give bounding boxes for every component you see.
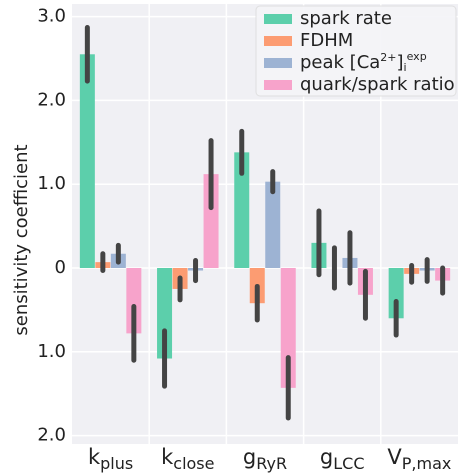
bar <box>79 54 95 269</box>
legend-swatch <box>264 58 292 68</box>
bar <box>203 174 219 268</box>
x-tick-label-sub: close <box>173 454 214 473</box>
y-axis-label: sensitivity coefficient <box>11 144 32 335</box>
legend-label: peak [Ca2+]iexp <box>300 50 427 74</box>
x-tick-label: VP,max <box>387 445 451 473</box>
bar <box>265 181 281 268</box>
legend-label: quark/spark ratio <box>300 74 455 95</box>
legend-label-sup: 2+ <box>380 51 396 64</box>
y-tick-label: 3.0 <box>37 6 66 27</box>
y-tick-label: 2.0 <box>37 425 66 446</box>
x-tick-label-sub: P,max <box>402 454 452 473</box>
legend-swatch <box>264 36 292 46</box>
bar <box>280 268 296 388</box>
x-tick-label: gLCC <box>320 445 365 473</box>
x-tick-label-sub: LCC <box>333 454 364 473</box>
legend-label: spark rate <box>300 8 392 29</box>
bar <box>388 268 404 319</box>
x-tick-label: kclose <box>161 445 214 473</box>
x-tick-label: kplus <box>88 445 133 473</box>
y-tick-label: 1.0 <box>37 341 66 362</box>
y-tick-label: 0 <box>55 257 66 278</box>
legend-swatch <box>264 80 292 90</box>
x-tick-label-main: V <box>387 445 402 469</box>
legend-label-text: ] <box>397 52 404 73</box>
legend-label-sub: i <box>404 61 407 74</box>
y-tick-label: 1.0 <box>37 173 66 194</box>
legend-box <box>255 5 457 97</box>
bar <box>126 268 142 334</box>
x-tick-label-main: g <box>320 445 333 469</box>
legend-label: FDHM <box>300 30 353 51</box>
x-tick-label-main: k <box>88 445 101 469</box>
x-tick-label-sub: RyR <box>256 454 287 473</box>
x-tick-label-main: k <box>161 445 174 469</box>
x-tick-label-sub: plus <box>100 454 133 473</box>
legend-label-sup: exp <box>407 50 427 63</box>
x-tick-label-main: g <box>243 445 256 469</box>
bar <box>234 152 250 268</box>
legend-swatch <box>264 14 292 24</box>
bar <box>157 268 173 359</box>
y-tick-label: 2.0 <box>37 89 66 110</box>
legend-label-text: peak [Ca <box>300 52 380 73</box>
x-tick-label: gRyR <box>243 445 287 473</box>
